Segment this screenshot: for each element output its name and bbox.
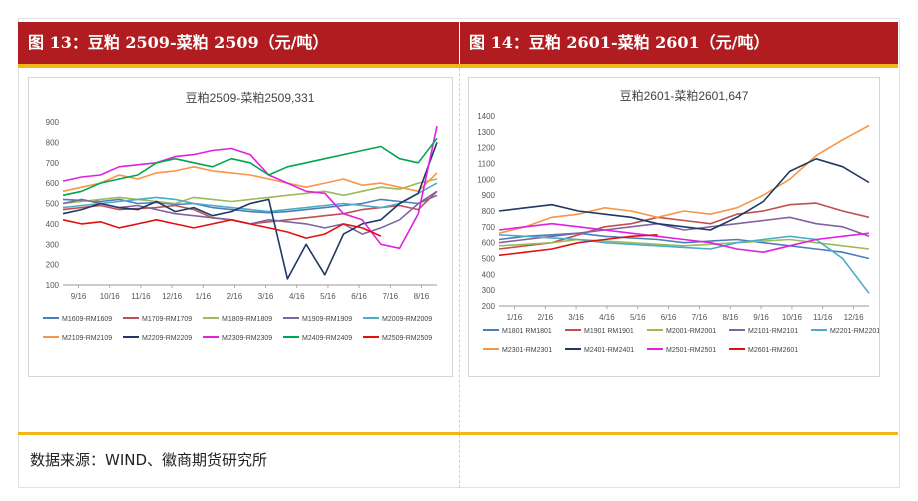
x-tick-label: 9/16 (71, 292, 87, 301)
y-tick-label: 700 (482, 223, 496, 232)
series-line-M2509-RM2509 (62, 219, 382, 239)
x-tick-label: 2/16 (227, 292, 243, 301)
series-line-M2101-RM2101 (498, 216, 870, 244)
series-line-M1809-RM1809 (62, 178, 438, 205)
y-tick-label: 900 (46, 118, 60, 127)
chart-title: 豆粕2509-菜粕2509,331 (186, 90, 315, 105)
x-tick-label: 6/16 (661, 313, 677, 322)
x-tick-label: 11/16 (813, 313, 833, 322)
legend-label: M1609-RM1609 (62, 316, 112, 323)
legend-label: M2001-RM2001 (666, 328, 716, 335)
series-line-M2601-RM2601 (498, 234, 658, 257)
figure-14-title: 图 14：豆粕 2601-菜粕 2601（元/吨） (469, 33, 770, 52)
legend-label: M1909-RM1909 (302, 316, 352, 323)
x-tick-label: 3/16 (258, 292, 274, 301)
y-tick-label: 1200 (477, 144, 495, 153)
x-tick-label: 4/16 (599, 313, 615, 322)
legend-label: M2009-RM2009 (382, 316, 432, 323)
x-tick-label: 7/16 (382, 292, 398, 301)
legend-label: M2309-RM2309 (222, 335, 272, 342)
legend-label: M2601-RM2601 (748, 347, 798, 354)
column-divider (459, 68, 460, 488)
y-tick-label: 400 (482, 270, 496, 279)
x-tick-label: 5/16 (320, 292, 336, 301)
series-line-M2009-RM2009 (62, 182, 438, 213)
y-tick-label: 100 (46, 281, 60, 290)
series-line-M2501-RM2501 (498, 222, 870, 253)
series-line-M2409-RM2409 (62, 137, 438, 197)
series-line-M1901-RM1901 (498, 202, 870, 250)
legend-label: M2209-RM2209 (142, 335, 192, 342)
y-tick-label: 1100 (478, 160, 496, 169)
series-line-M1801-RM1801 (498, 232, 870, 260)
chart-panel-left: 豆粕2509-菜粕2509,331 100 200 300 400 500 600 700 80… (28, 77, 453, 377)
header-bar (18, 22, 898, 64)
chart-right-svg: 豆粕2601-菜粕2601,647 200 300 400 500 600 700 800 90… (477, 88, 880, 354)
y-tick-label: 800 (482, 207, 496, 216)
y-tick-label: 700 (46, 159, 60, 168)
x-tick-label: 8/16 (722, 313, 738, 322)
x-tick-label: 10/16 (100, 292, 121, 301)
series-line-M2109-RM2109 (62, 166, 438, 193)
x-tick-label: 7/16 (692, 313, 708, 322)
x-tick-label: 2/16 (537, 313, 553, 322)
y-tick-label: 800 (46, 138, 60, 147)
y-tick-label: 500 (46, 200, 60, 209)
legend-label: M2501-RM2501 (666, 347, 716, 354)
x-tick-label: 1/16 (195, 292, 211, 301)
x-tick-label: 9/16 (753, 313, 769, 322)
y-tick-label: 400 (46, 220, 60, 229)
legend-label: M2101-RM2101 (748, 328, 798, 335)
y-tick-label: 600 (482, 239, 496, 248)
legend-label: M1801 RM1801 (502, 328, 552, 335)
chart-panel-right: 豆粕2601-菜粕2601,647 200 300 400 500 600 700 800 90… (468, 77, 880, 377)
legend-label: M2109-RM2109 (62, 335, 112, 342)
x-tick-label: 11/16 (131, 292, 151, 301)
x-tick-label: 12/16 (844, 313, 865, 322)
legend-label: M1809-RM1809 (222, 316, 272, 323)
y-tick-label: 600 (46, 179, 60, 188)
x-tick-label: 10/16 (782, 313, 803, 322)
figure-13-title: 图 13：豆粕 2509-菜粕 2509（元/吨） (28, 33, 329, 52)
series-line-M2201-RM2201 (498, 234, 870, 294)
y-tick-label: 1300 (477, 128, 495, 137)
y-tick-label: 200 (46, 261, 60, 270)
header-gold-stripe (18, 64, 898, 68)
series-line-M2301-RM2301 (498, 124, 870, 234)
y-tick-label: 300 (482, 286, 496, 295)
header-divider (459, 22, 460, 64)
series-line-M2309-RM2309 (62, 125, 438, 250)
footer-gold-stripe (18, 432, 898, 435)
y-tick-label: 300 (46, 240, 60, 249)
series-line-M2209-RM2209 (62, 142, 438, 280)
x-tick-label: 3/16 (568, 313, 584, 322)
chart-left-svg: 豆粕2509-菜粕2509,331 100 200 300 400 500 600 700 80… (43, 90, 438, 342)
y-tick-label: 1000 (477, 175, 495, 184)
x-tick-label: 6/16 (351, 292, 367, 301)
legend-label: M2509-RM2509 (382, 335, 432, 342)
data-source-note: 数据来源：WIND、徽商期货研究所 (30, 451, 268, 469)
legend-label: M2201-RM2201 (830, 328, 879, 335)
legend-label: M1709-RM1709 (142, 316, 192, 323)
y-tick-label: 900 (482, 191, 496, 200)
y-tick-label: 200 (482, 302, 496, 311)
legend-label: M2301-RM2301 (502, 347, 552, 354)
legend-label: M2401-RM2401 (584, 347, 634, 354)
chart-title: 豆粕2601-菜粕2601,647 (620, 88, 749, 103)
y-tick-label: 1400 (477, 112, 495, 121)
x-tick-label: 5/16 (630, 313, 646, 322)
legend-label: M2409-RM2409 (302, 335, 352, 342)
legend-label: M1901 RM1901 (584, 328, 634, 335)
x-tick-label: 12/16 (162, 292, 183, 301)
y-tick-label: 500 (482, 255, 496, 264)
series-line-M2401-RM2401 (498, 158, 870, 231)
x-tick-label: 4/16 (289, 292, 305, 301)
x-tick-label: 1/16 (507, 313, 523, 322)
x-tick-label: 8/16 (414, 292, 430, 301)
